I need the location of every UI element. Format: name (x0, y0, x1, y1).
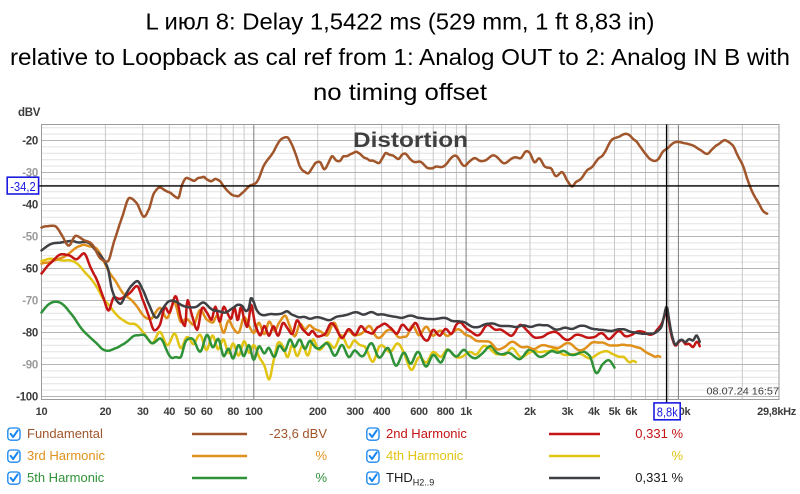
svg-text:%: % (315, 470, 327, 485)
svg-text:3rd Harmonic: 3rd Harmonic (27, 448, 106, 463)
svg-text:%: % (315, 448, 327, 463)
svg-text:400: 400 (373, 406, 391, 418)
svg-text:-100: -100 (16, 392, 38, 404)
svg-text:-80: -80 (22, 328, 38, 340)
svg-text:-50: -50 (22, 232, 38, 244)
svg-text:5th Harmonic: 5th Harmonic (27, 470, 105, 485)
svg-text:08.07.24 16:57: 08.07.24 16:57 (707, 387, 780, 398)
svg-text:8,8k: 8,8k (657, 405, 679, 419)
svg-text:-60: -60 (22, 264, 38, 276)
svg-text:-40: -40 (22, 200, 38, 212)
svg-text:20: 20 (100, 406, 112, 418)
svg-text:-23,6 dBV: -23,6 dBV (269, 426, 327, 441)
svg-text:60: 60 (201, 406, 213, 418)
svg-text:0,331 %: 0,331 % (635, 426, 683, 441)
svg-text:-70: -70 (22, 296, 38, 308)
svg-text:dBV: dBV (18, 107, 41, 119)
svg-text:100: 100 (245, 406, 263, 418)
svg-text:10: 10 (36, 406, 48, 418)
svg-text:2k: 2k (524, 406, 537, 418)
svg-text:1k: 1k (460, 406, 473, 418)
svg-text:no timing offset: no timing offset (313, 79, 488, 105)
svg-text:800: 800 (437, 406, 455, 418)
svg-text:-20: -20 (22, 136, 38, 148)
svg-text:-34,2: -34,2 (10, 180, 36, 194)
svg-text:40: 40 (163, 406, 175, 418)
svg-text:200: 200 (309, 406, 327, 418)
svg-text:L июл 8: Delay 1,5422 ms (529: L июл 8: Delay 1,5422 ms (529 mm, 1 ft 8… (146, 8, 655, 34)
svg-text:%: % (671, 448, 683, 463)
svg-text:600: 600 (410, 406, 428, 418)
svg-text:THDH2..9: THDH2..9 (386, 470, 434, 488)
svg-text:-90: -90 (22, 360, 38, 372)
svg-text:0,331 %: 0,331 % (635, 470, 683, 485)
svg-text:5k: 5k (609, 406, 622, 418)
svg-text:30: 30 (137, 406, 149, 418)
svg-text:3k: 3k (562, 406, 575, 418)
svg-text:300: 300 (346, 406, 364, 418)
svg-text:80: 80 (227, 406, 239, 418)
svg-text:50: 50 (184, 406, 196, 418)
svg-text:6k: 6k (625, 406, 638, 418)
svg-text:29,8kHz: 29,8kHz (757, 406, 797, 418)
svg-text:Fundamental: Fundamental (27, 426, 103, 441)
svg-text:Distortion: Distortion (353, 129, 468, 152)
svg-text:relative to Loopback as cal re: relative to Loopback as cal ref from 1: … (10, 44, 790, 70)
svg-text:4th Harmonic: 4th Harmonic (386, 448, 464, 463)
svg-text:2nd Harmonic: 2nd Harmonic (386, 426, 467, 441)
svg-text:4k: 4k (588, 406, 601, 418)
